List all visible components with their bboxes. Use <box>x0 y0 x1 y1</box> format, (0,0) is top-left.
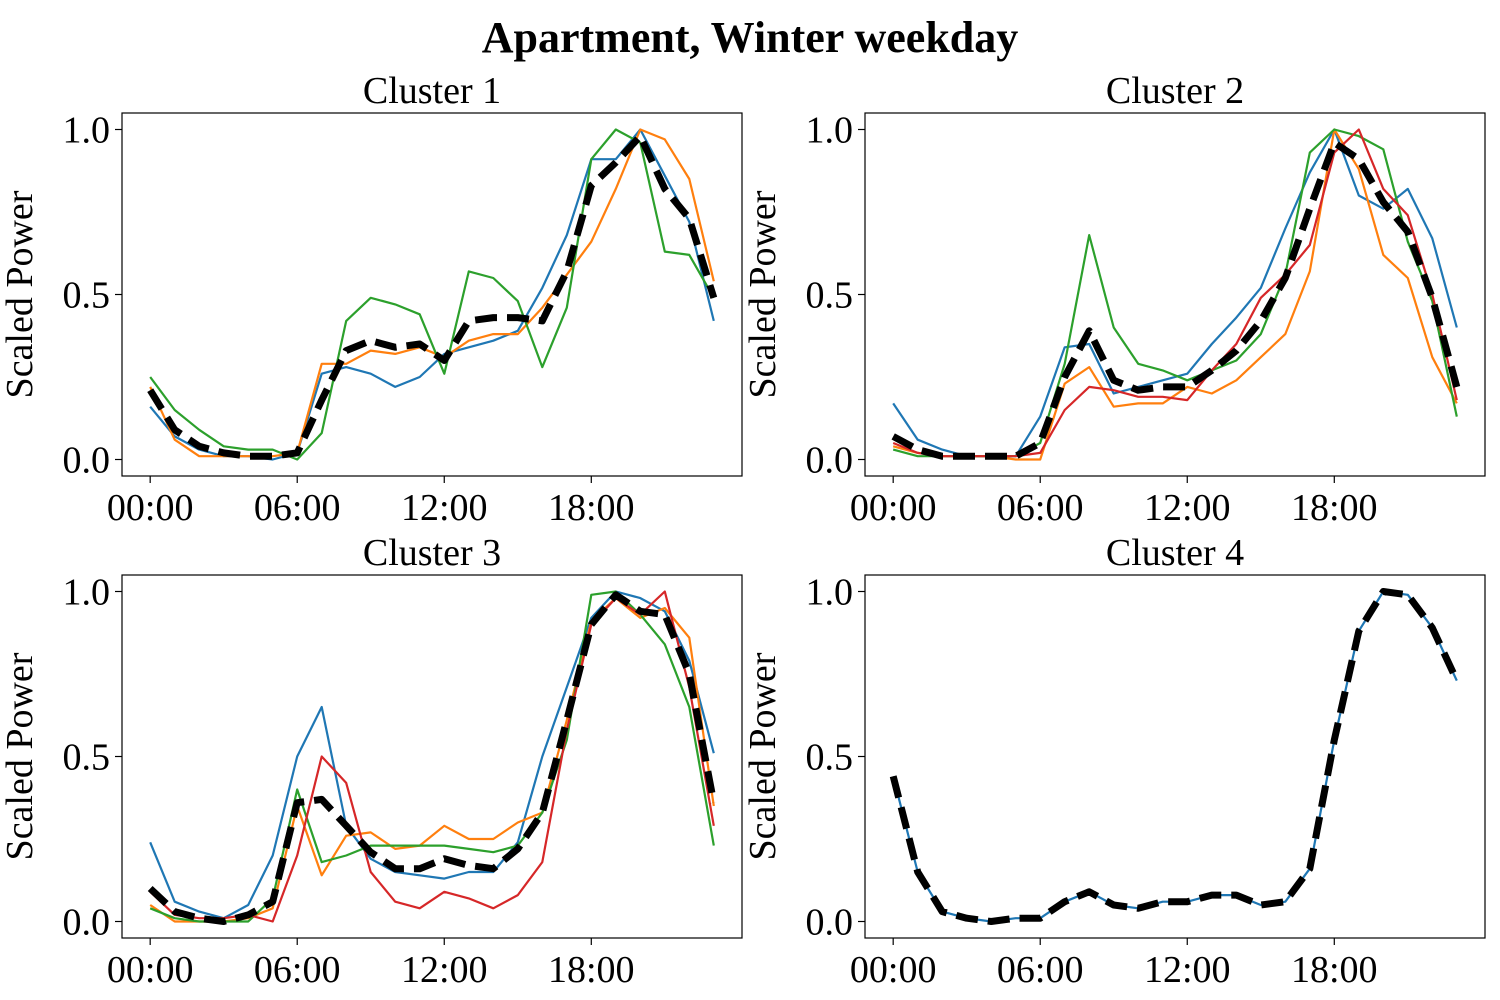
y-tick-label: 1.0 <box>806 110 854 152</box>
series-line-3 <box>149 590 715 923</box>
series-line-3 <box>149 128 715 461</box>
y-tick-label: 1.0 <box>806 572 854 614</box>
axes-frame <box>864 574 1486 939</box>
axes-frame <box>121 574 743 939</box>
y-tick-label: 0.0 <box>806 902 854 944</box>
x-tick-label: 12:00 <box>1144 949 1231 991</box>
x-tick-label: 06:00 <box>254 949 341 991</box>
panel-cluster-1: Cluster 1 00:00 06:00 12:00 18:00 0.0 0.5 1.0 Sc… <box>0 70 743 529</box>
x-tick-label: 00:00 <box>107 487 194 529</box>
x-tick-label: 06:00 <box>254 487 341 529</box>
x-tick-label: 12:00 <box>401 487 488 529</box>
y-tick-label: 0.5 <box>806 737 854 779</box>
y-tick-label: 1.0 <box>63 572 111 614</box>
x-tick-label: 12:00 <box>1144 487 1231 529</box>
axes-frame <box>121 112 743 477</box>
panels-root: Cluster 1 00:00 06:00 12:00 18:00 0.0 0.5 1.0 Sc… <box>0 70 1486 991</box>
series-line-2 <box>149 128 715 458</box>
y-tick-label: 0.0 <box>806 440 854 482</box>
panel-title: Cluster 4 <box>1106 532 1244 574</box>
series-line-1 <box>149 128 715 461</box>
mean-dashed-line <box>147 591 718 925</box>
panel-title: Cluster 1 <box>363 70 501 112</box>
x-tick-label: 00:00 <box>107 949 194 991</box>
mean-dashed-line <box>889 588 1460 925</box>
mean-dashed-line <box>147 132 718 460</box>
y-tick-label: 0.5 <box>806 275 854 317</box>
y-tick-label: 0.0 <box>63 902 111 944</box>
x-tick-label: 18:00 <box>548 949 635 991</box>
panel-title: Cluster 3 <box>363 532 501 574</box>
panel-cluster-2: Cluster 2 00:00 06:00 12:00 18:00 0.0 0.5 1.0 Sc… <box>742 70 1486 529</box>
figure-title: Apartment, Winter weekday <box>481 13 1019 62</box>
series-line-2 <box>149 596 715 923</box>
series-line-1 <box>892 590 1458 923</box>
mean-dashed-line <box>891 139 1461 460</box>
y-axis-label: Scaled Power <box>0 190 41 398</box>
panel-title: Cluster 2 <box>1106 70 1244 112</box>
x-tick-label: 18:00 <box>548 487 635 529</box>
x-tick-label: 18:00 <box>1291 949 1378 991</box>
x-tick-label: 18:00 <box>1291 487 1378 529</box>
y-axis-label: Scaled Power <box>742 190 784 398</box>
y-axis-label: Scaled Power <box>0 652 41 860</box>
series-line-4 <box>149 590 715 923</box>
x-tick-label: 00:00 <box>850 949 937 991</box>
y-tick-label: 0.5 <box>63 737 111 779</box>
x-tick-label: 00:00 <box>850 487 937 529</box>
x-tick-label: 06:00 <box>997 487 1084 529</box>
y-tick-label: 0.5 <box>63 275 111 317</box>
panel-cluster-4: Cluster 4 00:00 06:00 12:00 18:00 0.0 0.5 1.0 Sc… <box>742 532 1486 991</box>
y-axis-label: Scaled Power <box>742 652 784 860</box>
panel-cluster-3: Cluster 3 00:00 06:00 12:00 18:00 0.0 0.5 1.0 Sc… <box>0 532 743 991</box>
x-tick-label: 12:00 <box>401 949 488 991</box>
y-tick-label: 1.0 <box>63 110 111 152</box>
x-tick-label: 06:00 <box>997 949 1084 991</box>
y-tick-label: 0.0 <box>63 440 111 482</box>
series-line-1 <box>149 590 715 920</box>
axes-frame <box>864 112 1486 477</box>
